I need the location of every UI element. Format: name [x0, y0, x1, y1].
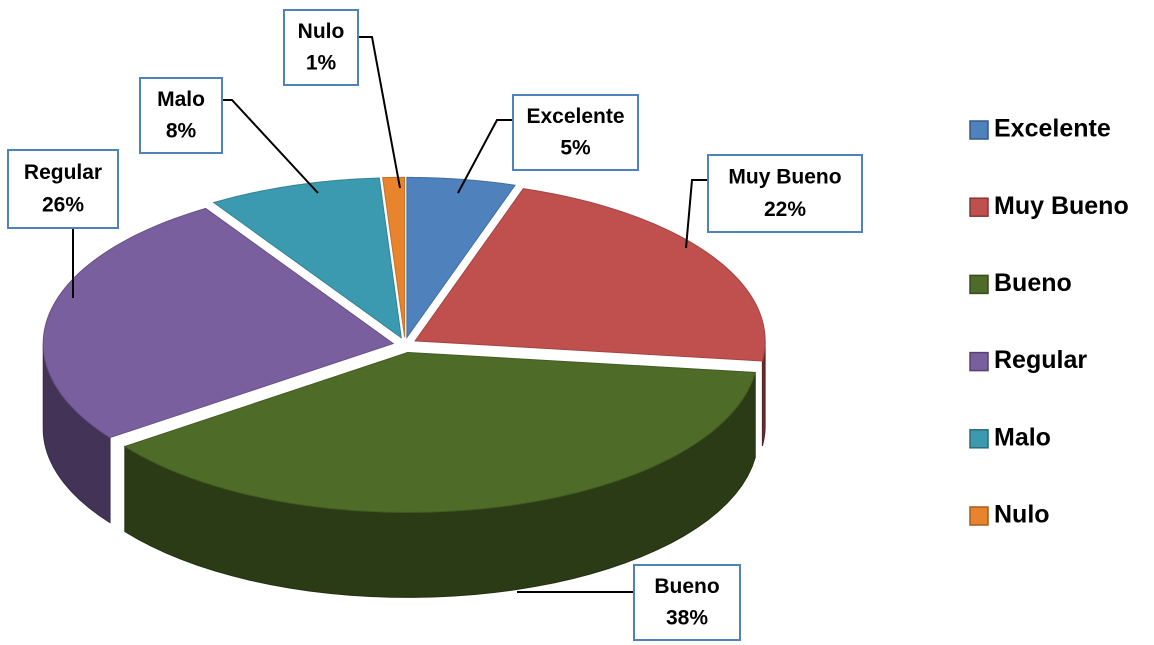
leader-line	[222, 99, 319, 194]
legend-label: Excelente	[994, 115, 1111, 143]
slice	[123, 351, 756, 513]
label-category: Bueno	[654, 575, 719, 598]
slice	[42, 207, 395, 439]
leader-line	[358, 36, 401, 189]
label-value: 8%	[166, 120, 197, 143]
label-value: 1%	[306, 52, 337, 75]
slice	[406, 176, 516, 339]
legend-label: Nulo	[994, 501, 1050, 529]
label-box	[707, 154, 863, 233]
legend-swatch	[969, 197, 989, 217]
label-category: Nulo	[298, 20, 345, 43]
slice	[212, 177, 402, 339]
label-category: Muy Bueno	[728, 166, 841, 189]
slice-tops	[42, 176, 766, 513]
label-value: 26%	[42, 194, 84, 217]
label-value: 38%	[666, 607, 708, 630]
leader-line	[457, 119, 513, 194]
legend-label: Regular	[994, 346, 1087, 374]
leader-line	[685, 179, 708, 249]
label-box	[7, 149, 119, 229]
slice	[382, 176, 406, 338]
legend-swatch	[969, 506, 989, 526]
legend-label: Bueno	[994, 269, 1072, 297]
slice	[414, 188, 766, 362]
label-value: 22%	[764, 198, 806, 221]
legend-swatch	[969, 429, 989, 449]
label-category: Excelente	[526, 105, 624, 128]
legend-swatch	[969, 120, 989, 140]
label-box	[139, 77, 223, 154]
legend-swatch	[969, 274, 989, 295]
label-category: Malo	[157, 88, 205, 111]
legend-swatch	[969, 351, 989, 372]
label-value: 5%	[560, 137, 591, 160]
legend-label: Muy Bueno	[994, 192, 1129, 220]
label-box	[512, 94, 639, 171]
label-box	[633, 564, 741, 641]
label-category: Regular	[24, 161, 102, 184]
legend-label: Malo	[994, 423, 1051, 451]
label-box	[283, 9, 359, 86]
